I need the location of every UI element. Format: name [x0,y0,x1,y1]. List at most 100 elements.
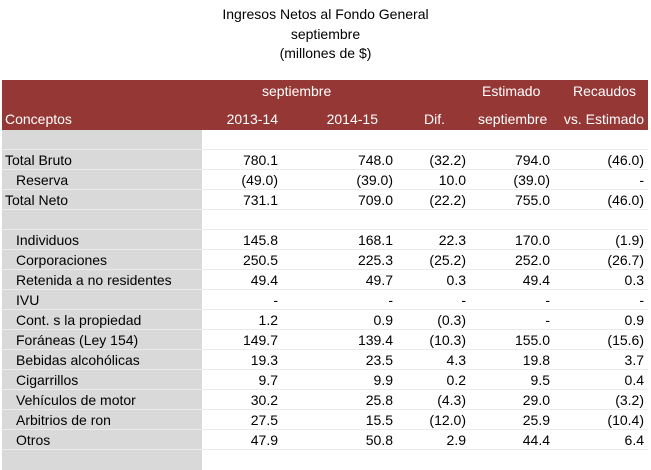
value-2013-14: (49.0) [241,172,278,188]
concept-label: Individuos [16,232,80,248]
value-estimado: 155.0 [514,332,550,348]
value-2014-15: 50.8 [365,432,393,448]
table-row [2,130,648,150]
concept-label: Total Neto [5,192,69,208]
header-estimado-septiembre: septiembre [478,111,548,127]
concept-label: Bebidas alcohólicas [16,352,140,368]
value-2013-14: 250.5 [242,252,278,268]
value-dif: (4.3) [437,392,466,408]
table-row: Arbitrios de ron 27.5 15.5 (12.0) 25.9 (10.4) [2,410,648,430]
value-2014-15: (39.0) [356,172,393,188]
value-2014-15: 9.9 [373,372,393,388]
value-2014-15: 15.5 [365,412,393,428]
value-estimado: 170.0 [514,232,550,248]
value-vs-estimado: (10.4) [607,412,644,428]
value-estimado: 9.5 [530,372,550,388]
value-2013-14: 30.2 [250,392,278,408]
title-line-1: Ingresos Netos al Fondo General [222,6,429,22]
value-dif: 22.3 [438,232,466,248]
value-dif: 10.0 [438,172,466,188]
title-line-3: (millones de $) [279,45,372,61]
value-estimado: 252.0 [514,252,550,268]
value-vs-estimado: 0.9 [624,312,644,328]
table-row [2,210,648,230]
value-2014-15: 748.0 [357,152,393,168]
value-2013-14: 145.8 [242,232,278,248]
value-estimado: 755.0 [514,192,550,208]
table-row: Foráneas (Ley 154) 149.7 139.4 (10.3) 155.0 (… [2,330,648,350]
concept-label: Retenida a no residentes [16,272,172,288]
value-2013-14: 149.7 [242,332,278,348]
value-2013-14: 49.4 [250,272,278,288]
value-2014-15: 25.8 [365,392,393,408]
value-2014-15: 23.5 [365,352,393,368]
value-2013-14: - [273,292,278,308]
value-2013-14: 780.1 [242,152,278,168]
value-estimado: 25.9 [522,412,550,428]
value-dif: (10.3) [429,332,466,348]
table-body: Total Bruto 780.1 748.0 (32.2) 794.0 (46.0) Re… [2,130,648,450]
header-group-septiembre: septiembre [262,83,332,99]
value-2013-14: 9.7 [258,372,278,388]
value-vs-estimado: (46.0) [607,192,644,208]
concept-label: Otros [16,432,51,448]
table-row: Cont. s la propiedad 1.2 0.9 (0.3) - 0.9 [2,310,648,330]
value-2014-15: 709.0 [357,192,393,208]
value-dif: (22.2) [429,192,466,208]
header-conceptos: Conceptos [5,111,72,127]
table-row: Individuos 145.8 168.1 22.3 170.0 (1.9) [2,230,648,250]
value-estimado: 19.8 [522,352,550,368]
value-dif: 2.9 [446,432,466,448]
concept-label: Cigarrillos [16,372,79,388]
header-estimado: Estimado [482,83,541,99]
table-row: IVU - - - - - [2,290,648,310]
table-row: Retenida a no residentes 49.4 49.7 0.3 49.4 0… [2,270,648,290]
value-estimado: - [545,292,550,308]
value-vs-estimado: 0.4 [624,372,644,388]
value-dif: 0.2 [446,372,466,388]
value-estimado: (39.0) [513,172,550,188]
value-dif: (0.3) [437,312,466,328]
value-estimado: 44.4 [522,432,550,448]
value-dif: 4.3 [446,352,466,368]
table-header: septiembre Estimado Recaudos Conceptos 2… [2,80,648,130]
value-dif: - [461,292,466,308]
table-row: Reserva (49.0) (39.0) 10.0 (39.0) - [2,170,648,190]
concept-label: Corporaciones [16,252,108,268]
table-row: Vehículos de motor 30.2 25.8 (4.3) 29.0 (3.2) [2,390,648,410]
value-2014-15: 49.7 [365,272,393,288]
header-dif: Dif. [424,111,445,127]
value-vs-estimado: - [639,172,644,188]
value-vs-estimado: (3.2) [615,392,644,408]
value-2014-15: 225.3 [357,252,393,268]
value-vs-estimado: (1.9) [615,232,644,248]
header-recaudos: Recaudos [572,83,636,99]
table-row: Total Bruto 780.1 748.0 (32.2) 794.0 (46.0) [2,150,648,170]
value-dif: (12.0) [429,412,466,428]
value-dif: (25.2) [429,252,466,268]
value-estimado: 29.0 [522,392,550,408]
value-2014-15: - [388,292,393,308]
value-dif: 0.3 [446,272,466,288]
title-line-2: septiembre [290,25,361,42]
value-estimado: 49.4 [522,272,550,288]
value-vs-estimado: 6.4 [624,432,644,448]
table-row: Total Neto 731.1 709.0 (22.2) 755.0 (46.0) [2,190,648,210]
table-row: Otros 47.9 50.8 2.9 44.4 6.4 [2,430,648,450]
concepts-column-shading [2,130,202,470]
concept-label: Foráneas (Ley 154) [16,332,139,348]
value-vs-estimado: (15.6) [607,332,644,348]
table-row: Cigarrillos 9.7 9.9 0.2 9.5 0.4 [2,370,648,390]
value-2013-14: 27.5 [250,412,278,428]
value-estimado: 794.0 [514,152,550,168]
value-2013-14: 731.1 [242,192,278,208]
concept-label: IVU [16,292,40,308]
value-2014-15: 0.9 [373,312,393,328]
value-vs-estimado: (26.7) [607,252,644,268]
value-2013-14: 19.3 [250,352,278,368]
value-vs-estimado: 3.7 [624,352,644,368]
concept-label: Total Bruto [5,152,72,168]
value-vs-estimado: (46.0) [607,152,644,168]
value-estimado: - [545,312,550,328]
value-2013-14: 1.2 [258,312,278,328]
